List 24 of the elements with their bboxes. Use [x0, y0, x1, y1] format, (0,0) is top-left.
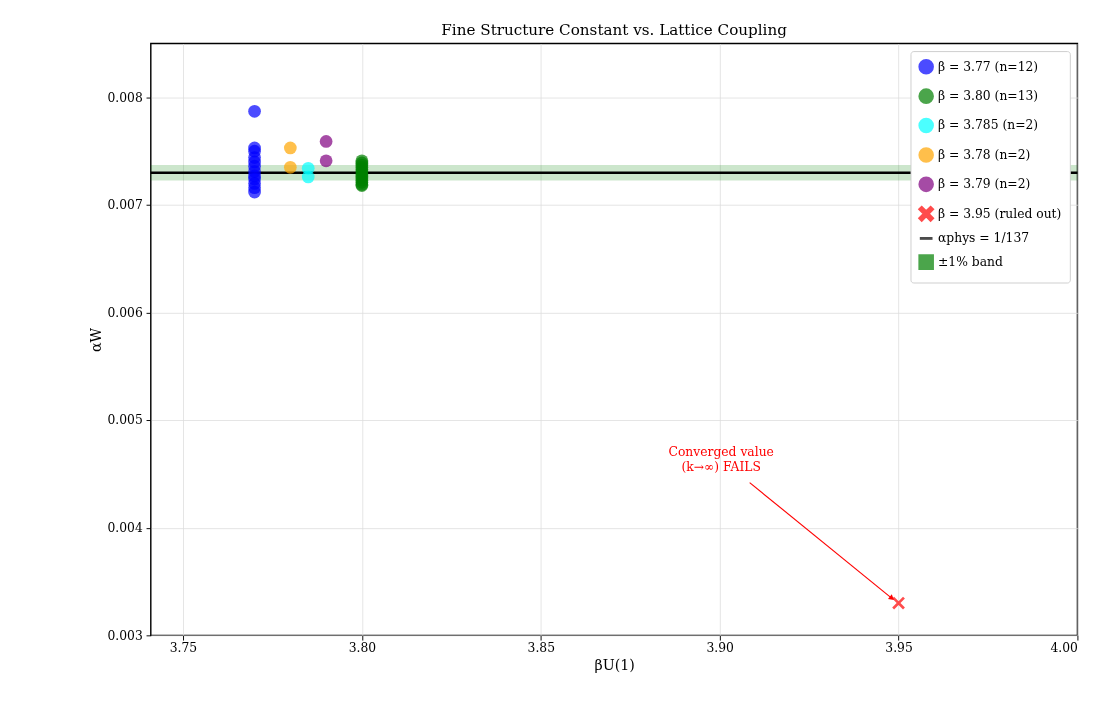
legend-label: β = 3.95 (ruled out): [938, 206, 1062, 221]
y-tick-label: 0.006: [107, 305, 143, 320]
legend-label: β = 3.78 (n=2): [938, 147, 1031, 162]
chart-title: Fine Structure Constant vs. Lattice Coupling: [441, 20, 788, 39]
legend-label: ±1% band: [938, 254, 1003, 269]
y-axis-title: αW: [87, 327, 104, 353]
x-tick-label: 3.75: [169, 640, 198, 655]
annotation: Converged value (k→∞) FAILS: [668, 445, 774, 475]
legend-label: β = 3.80 (n=13): [938, 88, 1039, 103]
x-tick-label: 3.95: [885, 640, 913, 655]
x-tick-label: 4.00: [1050, 640, 1079, 655]
y-tick-label: 0.007: [107, 198, 143, 213]
legend-label: β = 3.77 (n=12): [938, 59, 1039, 74]
y-tick-label: 0.005: [107, 413, 143, 428]
x-tick-label: 3.80: [348, 640, 377, 655]
x-tick-label: 3.90: [706, 640, 735, 655]
y-tick-label: 0.004: [107, 521, 143, 536]
legend-label: β = 3.785 (n=2): [938, 118, 1039, 133]
x-axis-title: βU(1): [594, 656, 635, 673]
legend-label: β = 3.79 (n=2): [938, 177, 1031, 192]
y-tick-label: 0.008: [107, 90, 143, 105]
y-tick-label: 0.003: [107, 628, 143, 643]
legend-label: αphys = 1/137: [938, 231, 1030, 246]
x-tick-label: 3.85: [527, 640, 555, 655]
